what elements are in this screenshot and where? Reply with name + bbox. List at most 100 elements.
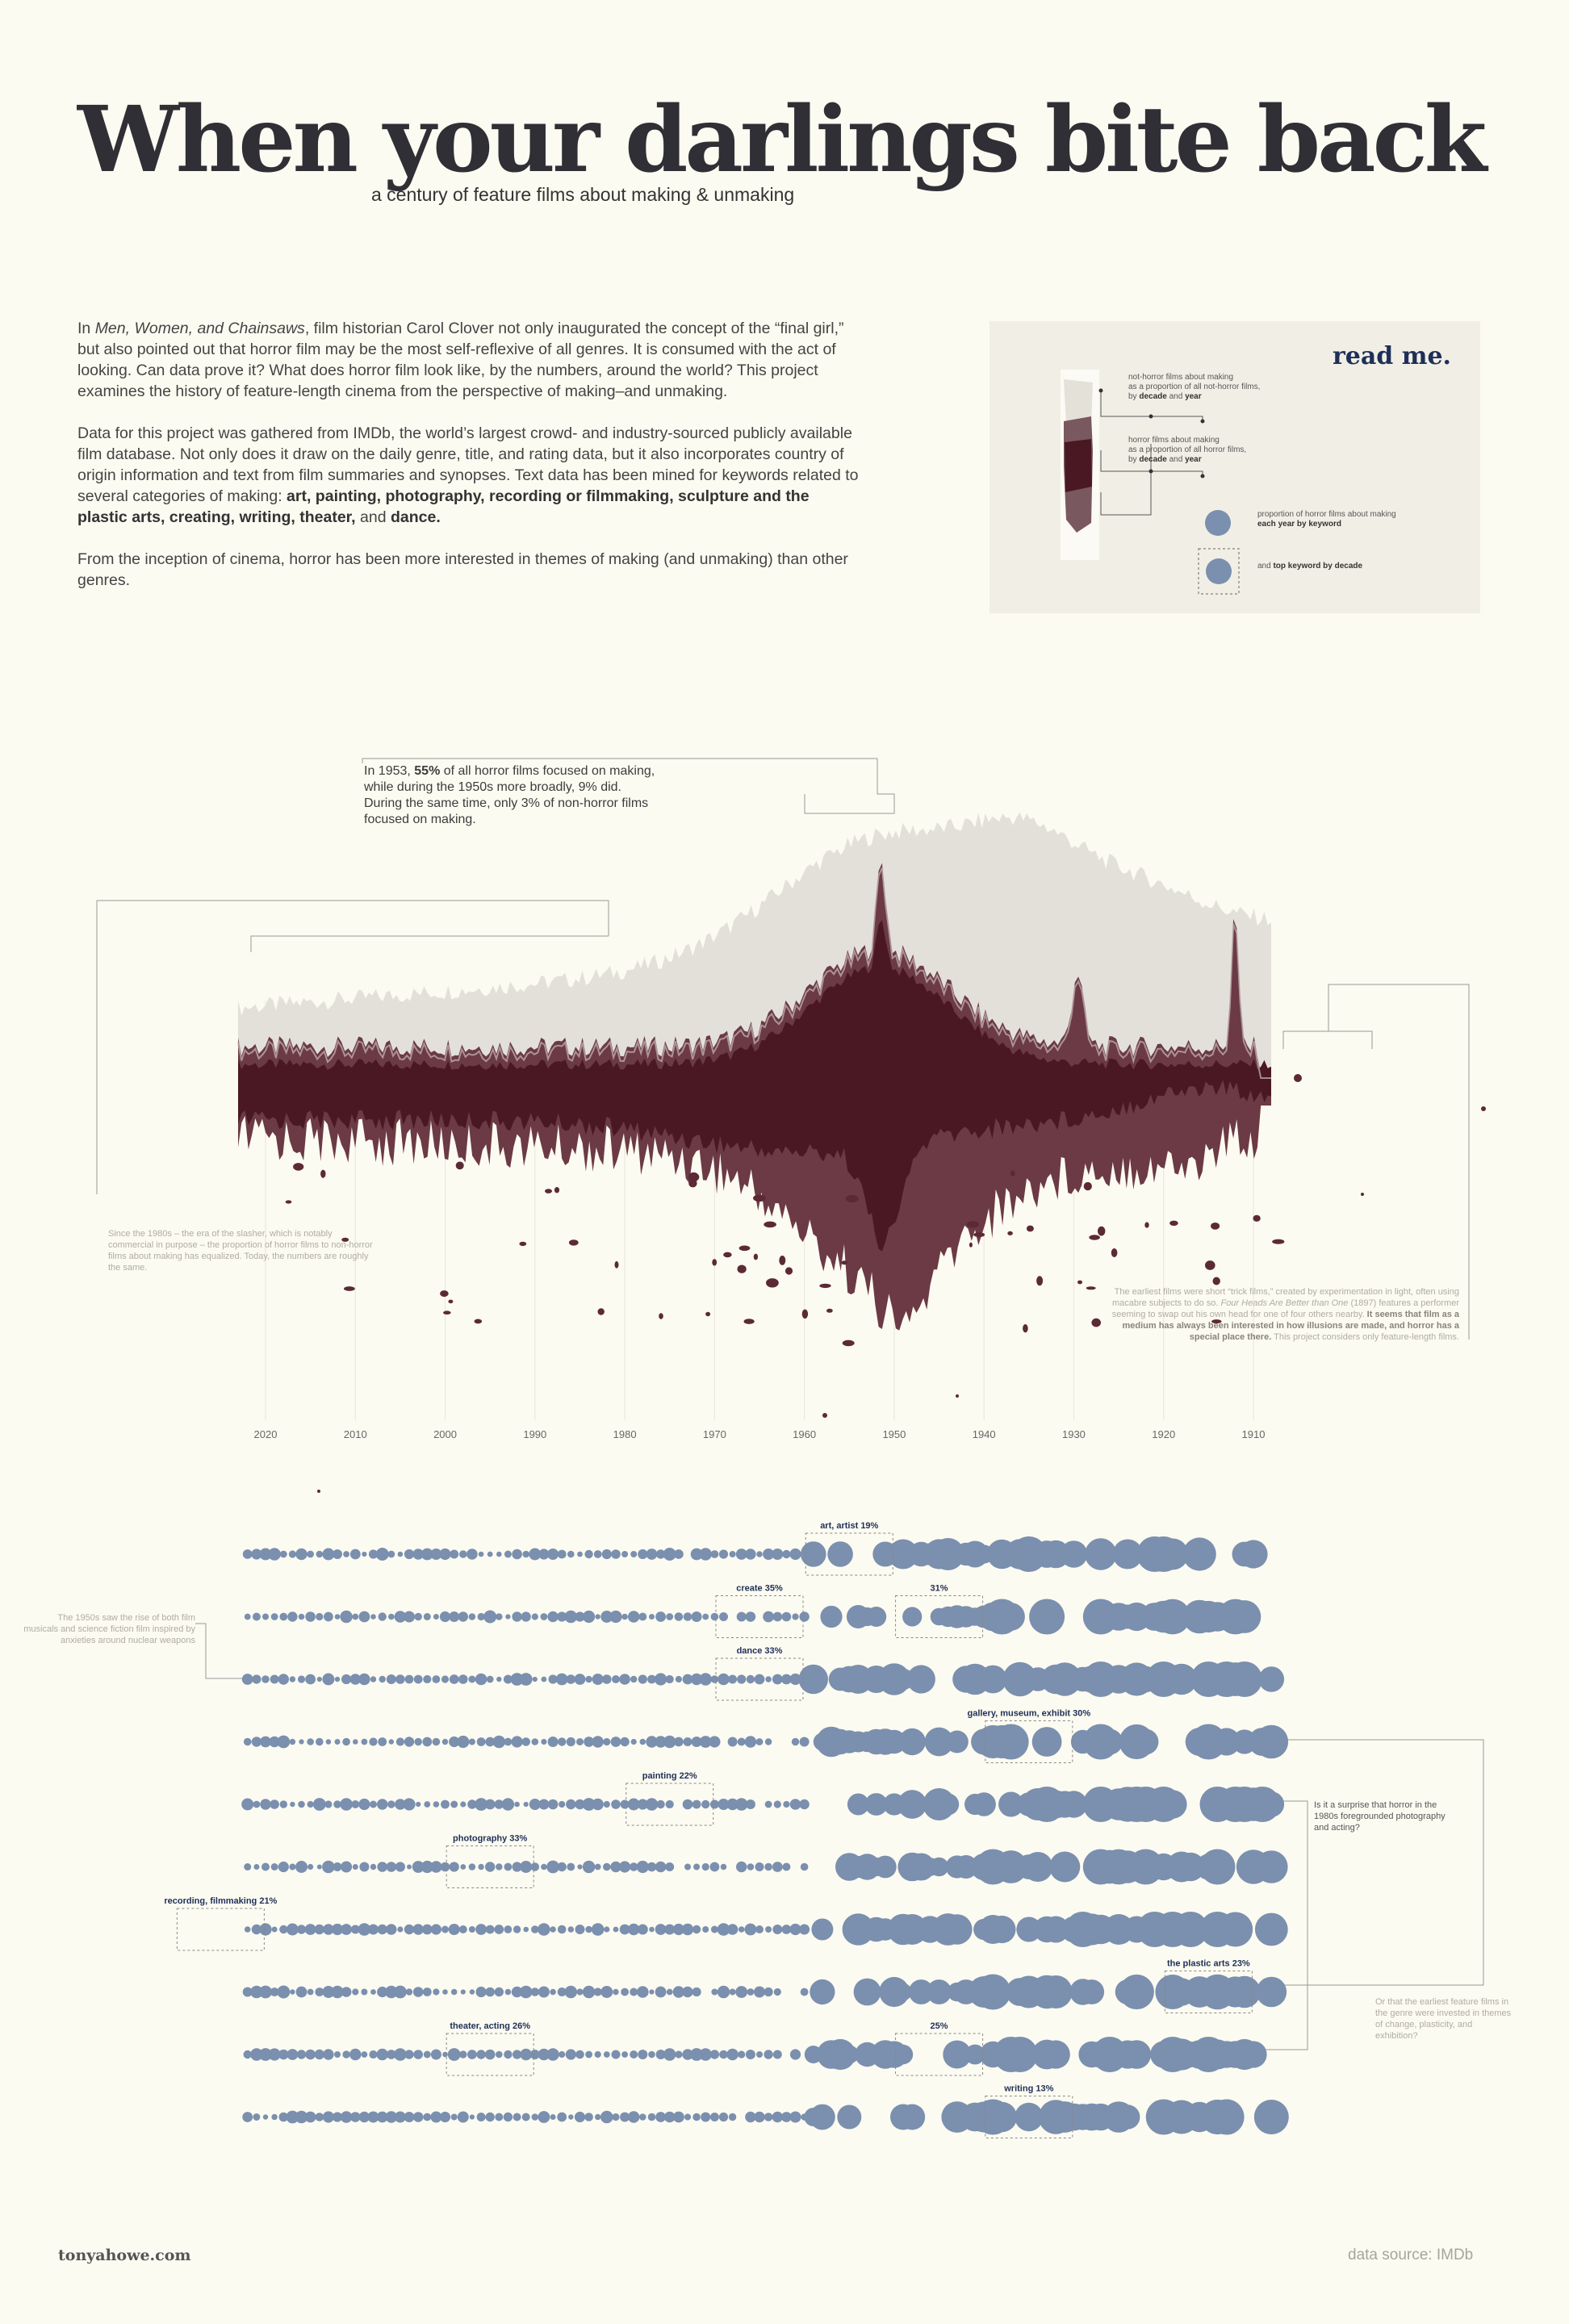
note-earliest-films: The earliest films were short “trick fil… [1094,1286,1459,1343]
dot-painting [692,1799,701,1809]
dot-plastic [1079,1979,1105,2004]
dot-dance [710,1675,719,1683]
bracket-plastic [1193,1739,1484,1986]
callout-1953: In 1953, 55% of all horror films focused… [364,763,703,828]
dot-writing [538,2111,550,2123]
dot-create [298,1613,305,1620]
top-keyword-box-writing [985,2096,1073,2138]
dot-plastic [621,1988,629,1996]
dot-photography [646,1862,657,1872]
dot-create [564,1610,578,1624]
dot-photography [341,1861,353,1873]
dot-writing [495,2113,504,2121]
dot-photography [333,1862,342,1871]
dot-dance [718,1673,730,1686]
dot-plastic [550,1988,556,1996]
dot-writing [673,2111,684,2123]
stream-chart: 2020 2010 2000 1990 1980 1970 1960 1950 1940 1930… [96,758,1486,1493]
legend-l2-c2: decade [1139,455,1167,464]
dot-art [459,1550,467,1558]
dot-plastic [810,1979,835,2005]
legend-l1-a: not-horror films about making [1128,373,1234,382]
x-tick-1970: 1970 [703,1428,726,1440]
dot-theater [621,2051,628,2058]
dot-create [763,1611,774,1623]
dot-art [674,1549,684,1559]
dot-writing [1115,2105,1140,2130]
dot-writing [1253,2100,1289,2134]
intro-p1-post: , film historian Carol Clover not only i… [77,320,844,400]
legend-l2-c3: and [1166,455,1186,464]
dot-create [710,1612,719,1621]
dot-theater [611,2050,621,2059]
dot-dance [728,1674,738,1684]
dot-gallery [699,1736,712,1748]
dot-art [251,1549,262,1560]
note-early-4: This project considers only feature-leng… [1271,1332,1459,1342]
dot-photography [709,1862,720,1872]
dot-painting [972,1792,996,1816]
dot-plastic [637,1986,649,1998]
dot-gallery [289,1738,296,1745]
dot-dance [486,1675,494,1683]
x-tick-1950: 1950 [882,1428,906,1440]
dot-photography [520,1861,533,1873]
dot-writing [718,2112,729,2122]
spatter-drop [519,1241,527,1247]
dot-gallery [299,1739,304,1745]
dot-plastic [530,1988,540,1996]
dot-art [349,1549,361,1560]
dot-painting [789,1799,801,1810]
dot-dance [630,1675,638,1683]
dot-painting [403,1798,416,1811]
dot-photography [1199,1849,1236,1885]
dot-writing [457,2111,469,2123]
dot-theater [893,2044,914,2065]
dot-plastic [735,1986,748,1998]
dot-art [735,1549,747,1560]
dot-plastic [475,1986,487,1998]
dot-photography [377,1862,388,1872]
dot-painting [307,1800,314,1808]
dot-recording [664,1924,676,1935]
dot-painting [783,1800,790,1808]
dot-plastic [747,1988,755,1996]
dot-dance [1258,1666,1285,1692]
dot-dance [1002,1661,1037,1697]
dot-create [505,1614,511,1620]
dot-theater [342,2050,350,2059]
dot-dance [765,1676,772,1682]
dot-photography [800,1862,809,1871]
dot-writing [385,2111,398,2123]
intro-text: In Men, Women, and Chainsaws, film histo… [77,318,860,612]
spatter-drop [293,1163,304,1171]
dot-writing [584,2113,593,2121]
dot-dance [468,1675,476,1683]
dot-gallery [709,1736,721,1748]
spatter-drop [845,1194,859,1203]
dot-painting [998,1791,1024,1817]
dot-writing [322,2111,334,2123]
dot-row-recording: recording, filmmaking 21% [164,1896,1288,1951]
dot-plastic [469,1989,475,1995]
dot-theater [323,2049,334,2060]
legend-l4-a: and [1257,562,1274,571]
dot-writing [1208,2099,1245,2135]
dot-create [600,1611,613,1623]
dot-create [674,1612,684,1621]
top-keyword-box-painting [626,1783,714,1826]
top-keyword-label-dance: dance 33% [737,1646,783,1656]
dot-recording [567,1926,575,1933]
bracket-1953-decade [804,793,895,814]
legend-l1-c4: year [1185,392,1202,401]
dot-photography [701,1862,709,1871]
dot-create [772,1611,783,1622]
dot-photography [755,1862,764,1871]
dot-create [792,1613,799,1620]
dot-gallery [432,1737,441,1746]
dot-plastic [259,1985,272,1999]
dot-art [368,1549,379,1559]
dot-writing [899,2104,926,2130]
dot-writing [628,2111,640,2123]
dot-art [801,1541,826,1567]
